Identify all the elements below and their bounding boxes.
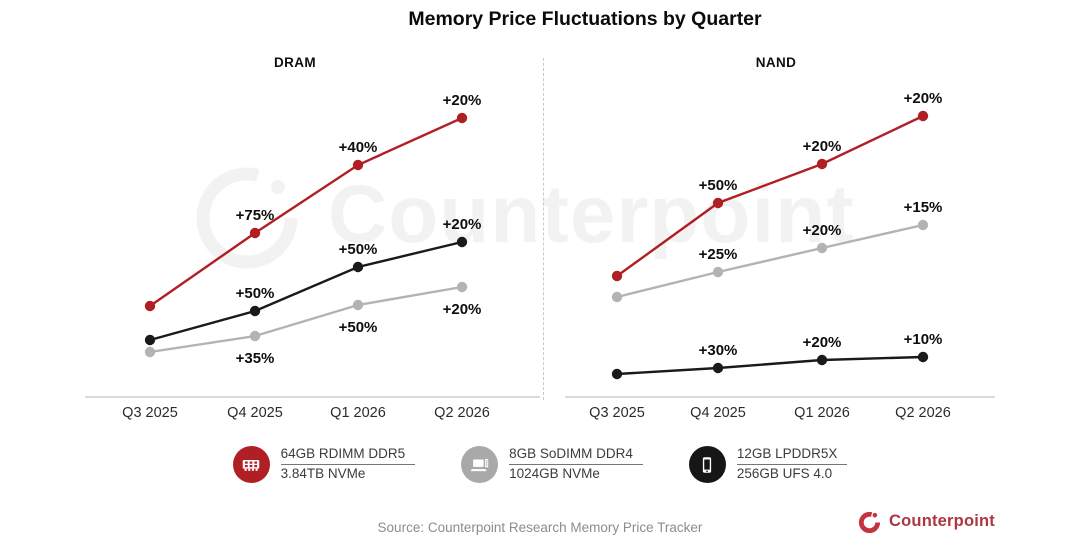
data-label: +20%: [443, 216, 482, 233]
data-point: [144, 334, 156, 346]
data-point: [816, 242, 828, 254]
data-label: +20%: [803, 138, 842, 155]
line-chart: Q3 2025 Q4 2025 Q1 2026 Q2 2026 +75% +40% +20%…: [85, 90, 995, 421]
data-point: [917, 219, 929, 231]
smartphone-icon: [688, 446, 726, 483]
data-point: [456, 281, 468, 293]
panel-title-dram: DRAM: [273, 55, 317, 70]
data-label: +50%: [339, 319, 378, 336]
axis-tick-label: Q2 2026: [895, 405, 951, 421]
data-point: [611, 368, 623, 380]
data-label: +25%: [699, 246, 738, 263]
data-point: [816, 158, 828, 170]
axis-tick-label: Q1 2026: [330, 405, 386, 421]
data-label: +50%: [236, 285, 275, 302]
data-point: [249, 227, 261, 239]
legend-item-rdimm-ddr5: 64GB RDIMM DDR5 3.84TB NVMe: [232, 446, 416, 483]
axis-tick-label: Q4 2025: [690, 405, 746, 421]
source-note: Source: Counterpoint Research Memory Pri…: [377, 520, 703, 535]
series-line: [149, 240, 463, 342]
data-point: [456, 236, 468, 248]
data-label: +15%: [904, 199, 943, 216]
data-point: [712, 266, 724, 278]
series-line: [616, 114, 924, 277]
legend-text: 64GB RDIMM DDR5 3.84TB NVMe: [280, 446, 416, 483]
legend-item-lpddr5x: 12GB LPDDR5X 256GB UFS 4.0: [688, 446, 848, 483]
data-point: [456, 112, 468, 124]
legend-nand-label: 1024GB NVMe: [509, 466, 600, 481]
data-label: +10%: [904, 331, 943, 348]
page-title: Memory Price Fluctuations by Quarter: [408, 8, 762, 30]
data-point: [249, 305, 261, 317]
data-point: [917, 110, 929, 122]
panel-title-nand: NAND: [755, 55, 797, 70]
data-label: +20%: [904, 90, 943, 107]
axis-tick-label: Q3 2025: [122, 405, 178, 421]
counterpoint-mark-icon: [858, 511, 881, 534]
legend-nand-label: 256GB UFS 4.0: [736, 466, 833, 481]
data-point: [144, 300, 156, 312]
data-label: +35%: [236, 350, 275, 367]
data-label: +20%: [803, 222, 842, 239]
data-label: +50%: [699, 177, 738, 194]
data-point: [249, 330, 261, 342]
brand-logo: Counterpoint: [857, 509, 995, 534]
axis-tick-label: Q2 2026: [434, 405, 490, 421]
brand-name: Counterpoint: [889, 512, 995, 530]
data-label: +30%: [699, 342, 738, 359]
legend-text: 8GB SoDIMM DDR4 1024GB NVMe: [509, 446, 643, 483]
data-point: [712, 362, 724, 374]
data-point: [917, 351, 929, 363]
axis-tick-label: Q3 2025: [589, 405, 645, 421]
data-label: +20%: [443, 92, 482, 109]
legend-text: 12GB LPDDR5X 256GB UFS 4.0: [736, 446, 848, 483]
data-label: +20%: [803, 334, 842, 351]
data-point: [816, 354, 828, 366]
laptop-icon: [461, 446, 499, 483]
data-point: [611, 291, 623, 303]
data-point: [352, 159, 364, 171]
data-label: +50%: [339, 241, 378, 258]
series-line: [149, 285, 463, 354]
panel-divider: [543, 58, 544, 400]
series-line: [149, 116, 463, 307]
data-label: +40%: [339, 139, 378, 156]
series-line: [616, 223, 924, 299]
data-point: [611, 270, 623, 282]
ram-module-icon: [232, 446, 270, 483]
data-label: +20%: [443, 301, 482, 318]
axis-tick-label: Q4 2025: [227, 405, 283, 421]
data-point: [144, 346, 156, 358]
legend-dram-label: 64GB RDIMM DDR5: [280, 446, 416, 465]
axis-tick-label: Q1 2026: [794, 405, 850, 421]
data-label: +75%: [236, 207, 275, 224]
data-point: [712, 197, 724, 209]
legend-dram-label: 12GB LPDDR5X: [736, 446, 848, 465]
legend-item-sodimm-ddr4: 8GB SoDIMM DDR4 1024GB NVMe: [461, 446, 643, 483]
legend-dram-label: 8GB SoDIMM DDR4: [509, 446, 643, 465]
data-point: [352, 261, 364, 273]
data-point: [352, 299, 364, 311]
legend: 64GB RDIMM DDR5 3.84TB NVMe 8GB SoDIMM D…: [0, 446, 1080, 483]
legend-nand-label: 3.84TB NVMe: [280, 466, 366, 481]
series-line: [616, 355, 924, 376]
